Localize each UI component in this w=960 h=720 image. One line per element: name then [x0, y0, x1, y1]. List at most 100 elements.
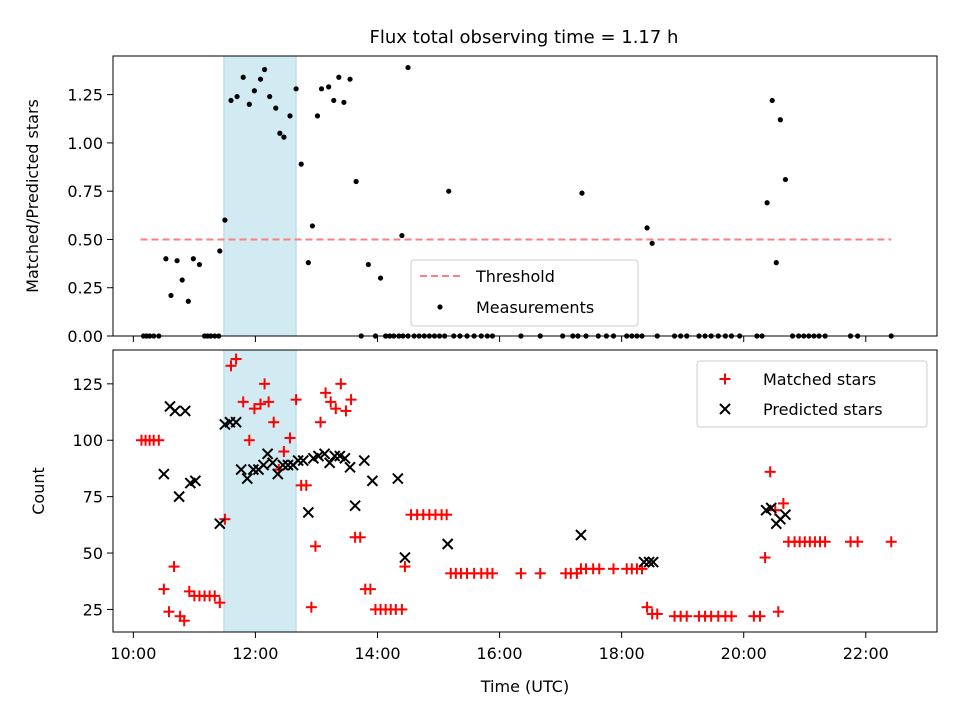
x-tick-label: 12:00	[232, 644, 278, 663]
y-tick-label: 75	[83, 488, 103, 507]
predicted-star-point	[169, 405, 181, 417]
matched-star-point	[726, 610, 738, 622]
y-tick-label: 25	[83, 600, 103, 619]
matched-star-point	[819, 536, 831, 548]
matched-star-point	[364, 583, 376, 595]
matched-star-point	[777, 497, 789, 509]
y-tick-label: 0.25	[67, 279, 103, 298]
matched-star-point	[278, 446, 290, 458]
measurement-point	[446, 188, 452, 194]
measurement-point	[318, 86, 325, 92]
measurement-point	[298, 161, 304, 167]
matched-star-point	[255, 398, 267, 410]
measurement-point	[399, 232, 405, 239]
measurement-point	[293, 86, 299, 92]
predicted-star-point	[647, 556, 659, 568]
predicted-star-point	[292, 454, 304, 467]
legend-matched-marker	[719, 373, 731, 385]
figure-title: Flux total observing time = 1.17 h	[370, 27, 679, 48]
predicted-star-point	[358, 454, 370, 467]
matched-star-point	[305, 601, 317, 613]
predicted-star-point	[277, 459, 289, 471]
matched-star-point	[764, 466, 776, 478]
legend-measurement-marker	[437, 304, 443, 310]
measurement-point	[341, 99, 347, 105]
measurement-point	[228, 97, 234, 104]
matched-star-point	[315, 416, 327, 428]
matched-star-point	[681, 610, 693, 622]
matched-star-point	[852, 536, 864, 548]
x-tick-label: 14:00	[354, 644, 400, 663]
matched-star-point	[759, 552, 771, 564]
matched-star-point	[300, 479, 312, 491]
x-tick-label: 10:00	[110, 644, 156, 663]
measurement-point	[217, 248, 223, 254]
measurement-point	[347, 76, 353, 82]
y-axis-ticks: 0.00 0.25 0.50 0.75 1.00 1.25	[67, 86, 113, 346]
predicted-star-point	[247, 463, 260, 476]
legend-plus-marker	[719, 373, 731, 385]
measurement-point	[267, 93, 273, 100]
predicted-star-point	[158, 468, 170, 480]
measurement-point	[305, 260, 311, 266]
measurement-point	[579, 190, 585, 196]
y-tick-label: 0.00	[67, 327, 103, 346]
measurement-point	[365, 261, 371, 268]
predicted-star-point	[638, 556, 650, 568]
y-axis-ticks: 25 50 75 100 125	[72, 375, 113, 619]
predicted-star-point	[344, 461, 356, 474]
y-axis-label: Count	[29, 467, 48, 515]
measurement-point	[261, 66, 268, 73]
measurement-point	[277, 130, 283, 136]
measurement-point	[644, 225, 650, 231]
matched-star-point	[330, 403, 342, 415]
measurement-point	[405, 64, 411, 71]
legend-box	[410, 259, 639, 327]
predicted-star-point	[441, 538, 454, 550]
measurement-point	[257, 76, 264, 82]
measurement-point	[179, 277, 185, 283]
x-axis-label: Time (UTC)	[480, 677, 569, 696]
measurement-point	[336, 74, 342, 80]
matched-star-point	[268, 416, 280, 428]
matched-star-point	[399, 561, 411, 573]
predicted-star-point	[399, 551, 411, 564]
x-tick-label: 22:00	[843, 644, 889, 663]
y-axis-label: Matched/Predicted stars	[23, 99, 42, 293]
matched-stars-points	[135, 353, 897, 627]
measurement-point	[777, 117, 783, 123]
predicted-star-point	[272, 468, 284, 480]
matched-star-point	[396, 603, 408, 615]
predicted-star-point	[575, 529, 587, 541]
legend: Matched stars Predicted stars	[696, 360, 928, 428]
matched-star-point	[320, 387, 332, 399]
y-tick-label: 100	[72, 431, 103, 450]
y-tick-label: 1.00	[67, 134, 103, 153]
measurement-point	[287, 113, 293, 119]
measurement-point	[769, 97, 775, 104]
matched-star-point	[230, 353, 242, 365]
matched-star-point	[259, 378, 271, 390]
measurement-point	[353, 178, 359, 185]
legend-box	[696, 360, 928, 428]
matched-star-point	[263, 396, 275, 408]
measurement-point	[163, 256, 169, 262]
measurement-point	[773, 260, 779, 266]
measurement-point	[251, 88, 258, 94]
measurement-point	[273, 105, 279, 111]
measurement-point	[326, 84, 332, 90]
matched-star-point	[441, 509, 453, 521]
legend-matched-label: Matched stars	[763, 370, 876, 389]
measurement-point	[222, 217, 228, 223]
predicted-star-point	[366, 475, 379, 487]
predicted-stars-points	[158, 400, 792, 568]
matched-star-point	[354, 531, 366, 543]
legend: Threshold Measurements	[410, 259, 639, 327]
measurement-point	[174, 258, 180, 264]
matched-star-point	[534, 567, 546, 579]
predicted-star-point	[339, 452, 351, 464]
predicted-star-point	[282, 459, 294, 471]
x-tick-label: 18:00	[599, 644, 645, 663]
measurement-point	[234, 93, 240, 100]
